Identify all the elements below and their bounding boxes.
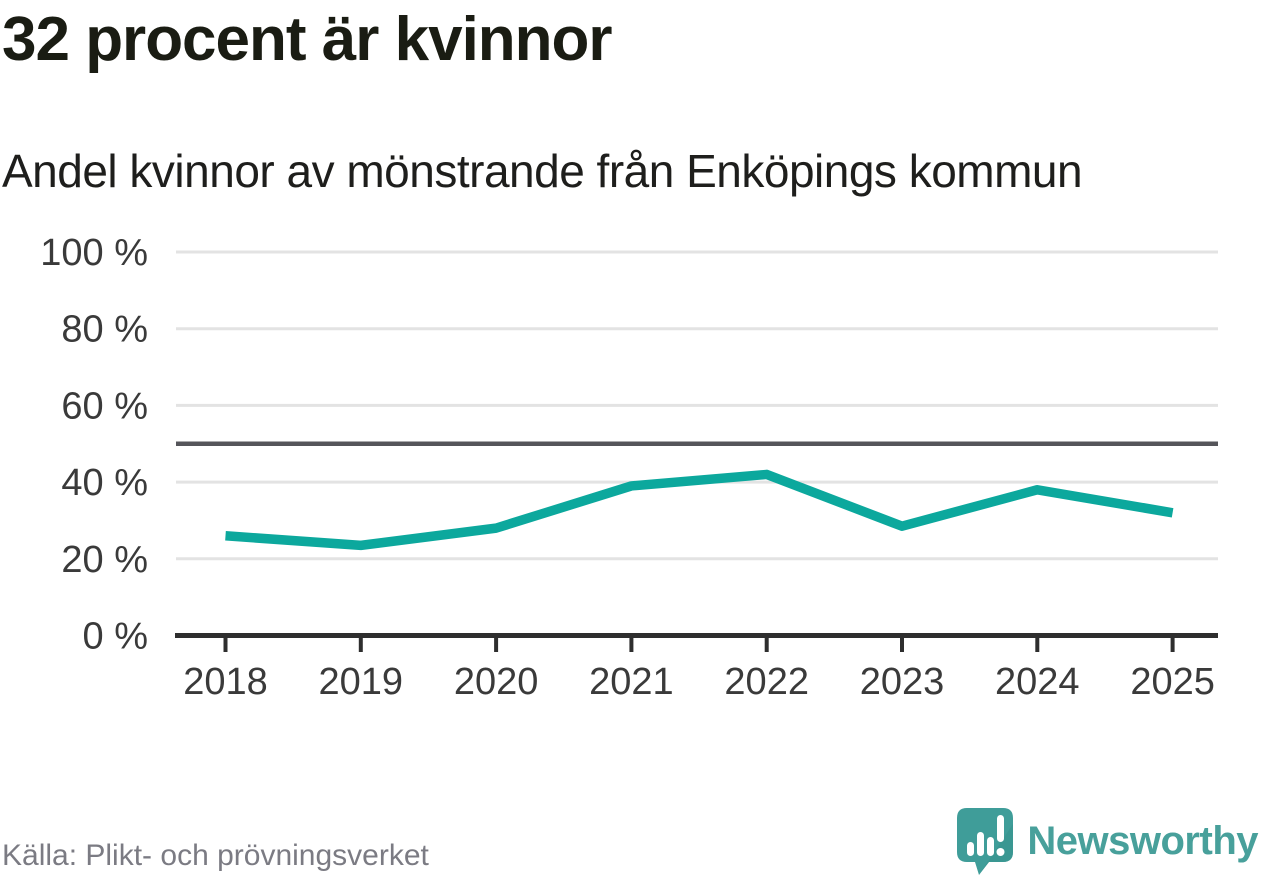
x-axis-label-2025: 2025	[1130, 661, 1215, 703]
chart-subtitle: Andel kvinnor av mönstrande från Enköpin…	[2, 145, 1083, 197]
y-axis-label-60: 60 %	[61, 385, 148, 427]
data-line-andel-kvinnor	[225, 469, 1174, 551]
x-axis-label-2023: 2023	[860, 661, 945, 703]
source-note: Källa: Plikt- och prövningsverket	[2, 839, 429, 872]
y-axis-label-40: 40 %	[61, 462, 148, 504]
y-axis-label-0: 0 %	[83, 616, 148, 658]
x-axis-label-2019: 2019	[319, 661, 404, 703]
newsworthy-speech-bubble-chart-icon	[957, 808, 1014, 875]
y-axis-label-80: 80 %	[61, 309, 148, 351]
chart-title: 32 procent är kvinnor	[2, 5, 613, 74]
x-axis-label-2024: 2024	[995, 661, 1080, 703]
newsworthy-wordmark: Newsworthy	[1027, 818, 1258, 863]
y-axis-label-100: 100 %	[40, 232, 148, 274]
newsworthy-logo: Newsworthy	[955, 806, 1258, 876]
y-axis-label-20: 20 %	[61, 539, 148, 581]
x-axis-label-2022: 2022	[724, 661, 809, 703]
x-axis-label-2020: 2020	[454, 661, 539, 703]
x-axis-label-2018: 2018	[183, 661, 268, 703]
x-axis-label-2021: 2021	[589, 661, 674, 703]
